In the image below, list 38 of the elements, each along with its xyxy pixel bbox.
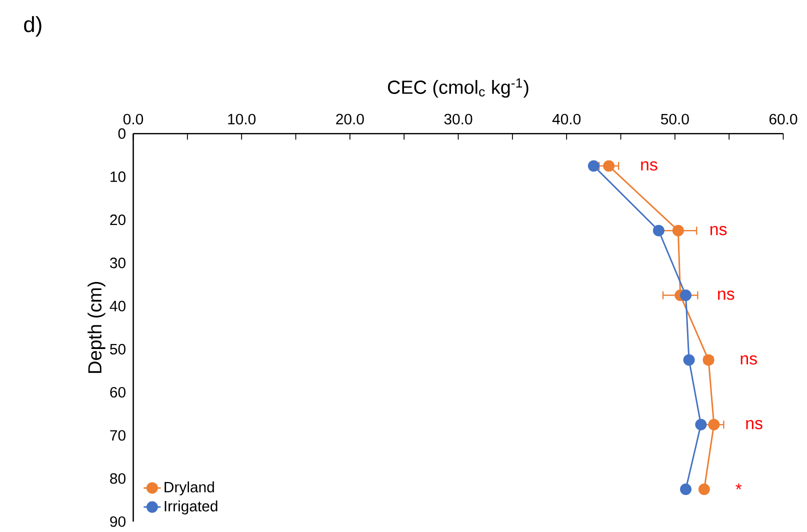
- y-tick-label: 30: [110, 258, 126, 268]
- point: [603, 160, 615, 172]
- annotation: ns: [641, 161, 658, 171]
- y-tick-label: 90: [110, 516, 126, 527]
- annotation: ns: [718, 290, 734, 300]
- y-axis-title: Depth (cm): [88, 282, 106, 373]
- point: [588, 160, 600, 172]
- x-tick-label: 20.0: [336, 114, 364, 124]
- x-axis-title: CEC (cmol$_{c}$ kg$^{-1}$): [388, 78, 528, 98]
- y-tick-label: 80: [110, 473, 126, 484]
- point: [680, 290, 692, 302]
- annotation: ns: [746, 420, 762, 430]
- y-tick-label: 10: [110, 171, 126, 182]
- y-tick-label: 40: [110, 300, 126, 312]
- x-tick-label: 30.0: [444, 114, 472, 124]
- point: [680, 484, 692, 496]
- point: [695, 418, 707, 430]
- point: [683, 354, 695, 366]
- legend-label: Irrigated: [164, 500, 218, 514]
- y-tick-label: 20: [110, 214, 126, 226]
- y-tick-label: 0: [118, 128, 126, 139]
- point: [698, 484, 710, 496]
- x-tick-label: 0.0: [123, 114, 144, 124]
- x-tick-label: 40.0: [552, 114, 581, 124]
- x-tick-label: 10.0: [228, 114, 256, 124]
- x-tick-label: 60.0: [769, 114, 798, 124]
- point: [672, 224, 684, 236]
- y-tick-label: 70: [110, 430, 126, 441]
- x-tick-label: 50.0: [660, 114, 689, 124]
- annotation: ns: [740, 355, 757, 365]
- point: [708, 418, 720, 430]
- point: [652, 224, 664, 236]
- legend-label: Dryland: [164, 481, 214, 496]
- y-tick-label: 50: [110, 344, 126, 355]
- annotation: ns: [710, 226, 727, 236]
- annotation: *: [736, 484, 742, 490]
- y-tick-label: 60: [110, 387, 126, 398]
- text: d): [24, 16, 42, 37]
